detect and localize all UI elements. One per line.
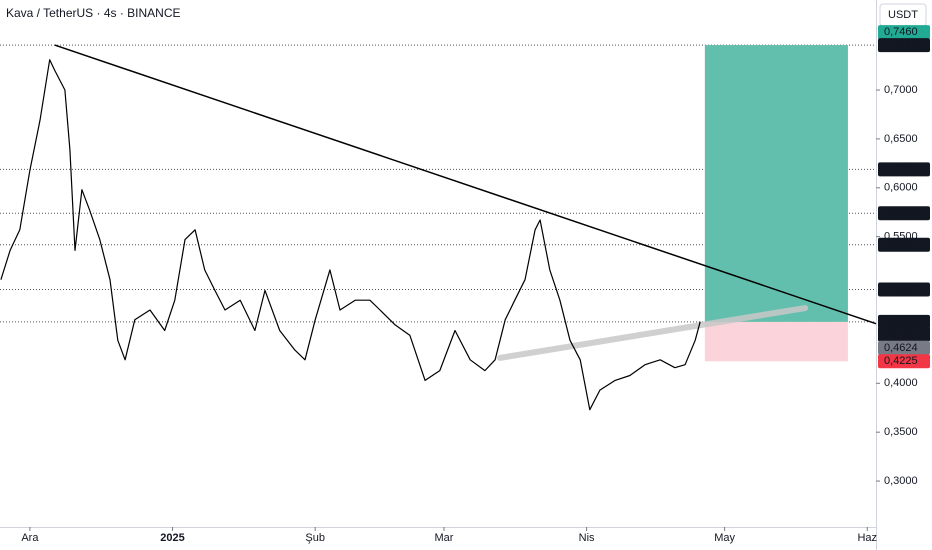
x-tick-label: Nis	[579, 532, 595, 544]
position-profit-zone	[704, 45, 848, 322]
x-tick-label: Şub	[305, 532, 325, 544]
y-tick-label: 0,7000	[884, 84, 918, 96]
price-level-label: 0,5417	[884, 239, 918, 251]
x-tick-label: May	[714, 532, 735, 544]
price-level-box	[878, 282, 930, 297]
position-loss-zone	[704, 321, 848, 362]
stop-price-label: 0,4225	[884, 355, 918, 367]
price-level-label: 0,4628	[884, 316, 918, 328]
y-tick-label: 0,3000	[884, 475, 918, 487]
y-tick-label: 0,4000	[884, 377, 918, 389]
price-level-box	[878, 38, 930, 53]
price-level-label: 0,5740	[884, 207, 918, 219]
channel-line	[497, 305, 809, 361]
x-tick-label: Haz	[857, 532, 877, 544]
trend-line	[54, 44, 877, 325]
price-level-label: 0,4959	[884, 283, 918, 295]
y-tick-label: 0,6500	[884, 133, 918, 145]
x-tick-label: Mar	[435, 532, 454, 544]
target-price-label: 0,7460	[884, 26, 918, 38]
price-level-box	[878, 237, 930, 252]
current-price-box	[878, 340, 930, 355]
stop-price-box	[878, 354, 930, 369]
x-tick-label: 2025	[160, 532, 184, 544]
plot-area	[0, 44, 877, 411]
price-level-label: 0,6189	[884, 163, 918, 175]
price-level-box	[878, 314, 930, 329]
y-tick-label: 0,6000	[884, 182, 918, 194]
x-tick-label: Ara	[21, 532, 39, 544]
price-level-box	[878, 162, 930, 177]
currency-label[interactable]: USDT	[888, 9, 918, 21]
price-line	[0, 59, 701, 411]
countdown-box	[878, 327, 930, 341]
current-price-label: 0,4624	[884, 342, 918, 354]
countdown-label: 02:39:02	[884, 328, 927, 340]
price-level-label: 0,7460	[884, 39, 918, 51]
price-level-box	[878, 206, 930, 221]
y-tick-label: 0,3500	[884, 426, 918, 438]
target-price-box	[878, 25, 930, 40]
chart-title: Kava / TetherUS · 4s · BINANCE	[6, 6, 181, 20]
